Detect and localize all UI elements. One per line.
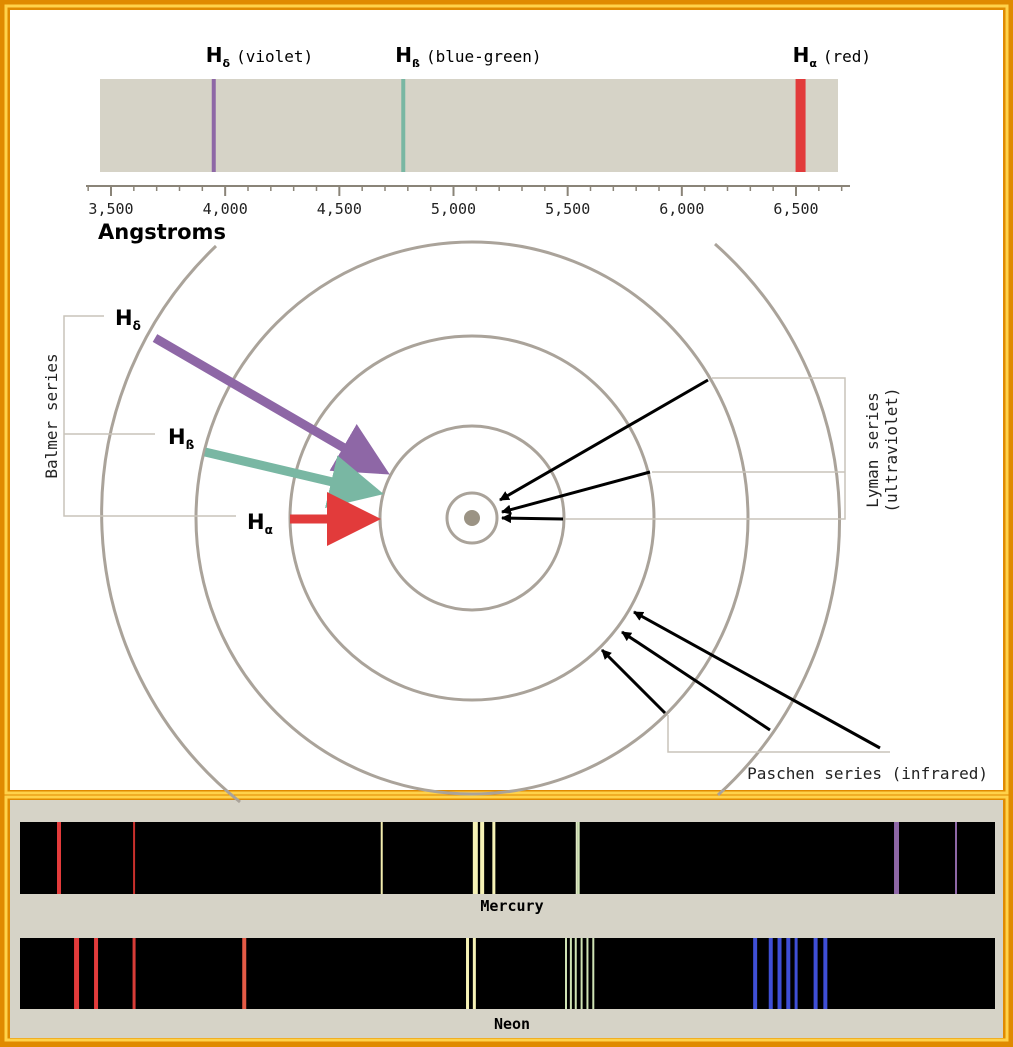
paschen-series-label: Paschen series (infrared) bbox=[747, 764, 988, 783]
axis-tick-label: 3,500 bbox=[88, 200, 133, 218]
axis-unit-label: Angstroms bbox=[98, 220, 226, 244]
spectral-line bbox=[753, 938, 758, 1009]
spectral-line bbox=[580, 938, 583, 1009]
arrow-label-2: Hα bbox=[247, 510, 273, 537]
spectrum-band bbox=[20, 938, 995, 1009]
paschen-arrows bbox=[600, 610, 881, 750]
arrow-label-0: Hδ bbox=[115, 306, 141, 333]
balmer-series-label: Balmer series bbox=[42, 353, 61, 478]
balmer-line-2 bbox=[795, 79, 806, 172]
axis-tick-label: 5,000 bbox=[431, 200, 476, 218]
balmer-bracket bbox=[63, 315, 236, 517]
balmer-line-header-1: Hß (blue-green) bbox=[395, 43, 541, 70]
header-subscript: α bbox=[809, 57, 817, 70]
axis-tick-label: 4,500 bbox=[317, 200, 362, 218]
spectral-line bbox=[592, 938, 595, 1009]
bottom-frame-highlight bbox=[4, 795, 1009, 1042]
spectral-line bbox=[380, 822, 383, 894]
balmer-line-header-2: Hα (red) bbox=[793, 43, 871, 70]
spectral-line bbox=[575, 822, 578, 894]
orbit-n5-left-arc bbox=[100, 244, 241, 804]
axis-tick-label: 4,000 bbox=[203, 200, 248, 218]
paschen-bracket bbox=[667, 715, 890, 753]
lyman-series-sublabel: (ultraviolet) bbox=[882, 387, 901, 512]
spectral-line bbox=[472, 822, 478, 894]
spectral-line bbox=[894, 822, 900, 894]
spectral-line bbox=[586, 938, 589, 1009]
spectral-line bbox=[472, 938, 476, 1009]
arrow-label-1: Hß bbox=[168, 425, 195, 452]
spectral-line bbox=[569, 938, 572, 1009]
axis-tick-label: 5,500 bbox=[545, 200, 590, 218]
header-color-label: (blue-green) bbox=[426, 47, 542, 66]
spectral-line bbox=[813, 938, 818, 1009]
spectral-line bbox=[74, 938, 80, 1009]
spectral-line bbox=[466, 938, 470, 1009]
spectral-line bbox=[823, 938, 828, 1009]
h-delta-arrow bbox=[152, 334, 390, 475]
spectral-line bbox=[777, 938, 782, 1009]
balmer-spectrum-strip: Hδ (violet) Hß (blue-green) Hα (red) bbox=[100, 43, 871, 172]
lyman-bracket bbox=[565, 377, 846, 520]
axis-tick-label: 6,500 bbox=[773, 200, 818, 218]
spectrum-label: Mercury bbox=[480, 897, 543, 915]
header-color-label: (violet) bbox=[236, 47, 313, 66]
balmer-line-1 bbox=[401, 79, 406, 172]
spectral-line bbox=[242, 938, 247, 1009]
header-symbol: H bbox=[395, 43, 412, 67]
orbit-n1 bbox=[445, 491, 499, 545]
spectral-line bbox=[574, 938, 577, 1009]
orbit-n4 bbox=[194, 240, 750, 796]
spectral-line bbox=[768, 938, 773, 1009]
wavelength-axis: 3,500 4,000 4,500 5,000 5,500 6,000 6,500 Angs… bbox=[86, 185, 850, 244]
balmer-line-header-0: Hδ (violet) bbox=[206, 43, 313, 70]
spectral-line bbox=[577, 822, 580, 894]
spectrum-neon: Neon bbox=[20, 938, 995, 1033]
axis-tick-label: 6,000 bbox=[659, 200, 704, 218]
spectral-line bbox=[480, 822, 485, 894]
header-color-label: (red) bbox=[823, 47, 871, 66]
spectral-line bbox=[57, 822, 61, 894]
spectrum-label: Neon bbox=[494, 1015, 530, 1033]
balmer-line-0 bbox=[211, 79, 216, 172]
header-symbol: H bbox=[793, 43, 810, 67]
emission-spectra: Mercury Neon bbox=[20, 822, 995, 1033]
spectral-line bbox=[955, 822, 957, 894]
lyman-arrows bbox=[499, 378, 709, 524]
header-subscript: ß bbox=[412, 57, 420, 70]
nucleus bbox=[464, 510, 480, 526]
spectral-line bbox=[492, 822, 496, 894]
h-beta-arrow bbox=[203, 447, 384, 508]
orbit-diagram: Balmer series Hδ Hß Hα Lyman series (ultra… bbox=[42, 240, 988, 804]
header-subscript: δ bbox=[223, 57, 231, 70]
spectral-line bbox=[132, 938, 136, 1009]
spectral-line bbox=[565, 938, 567, 1009]
lyman-series-label: Lyman series bbox=[863, 392, 882, 508]
spectrum-mercury: Mercury bbox=[20, 822, 995, 915]
spectral-line bbox=[133, 822, 136, 894]
header-symbol: H bbox=[206, 43, 223, 67]
spectral-line bbox=[94, 938, 99, 1009]
spectral-line bbox=[786, 938, 791, 1009]
spectral-line bbox=[794, 938, 798, 1009]
spectrum-strip-background bbox=[100, 79, 838, 172]
spectrum-band bbox=[20, 822, 995, 894]
